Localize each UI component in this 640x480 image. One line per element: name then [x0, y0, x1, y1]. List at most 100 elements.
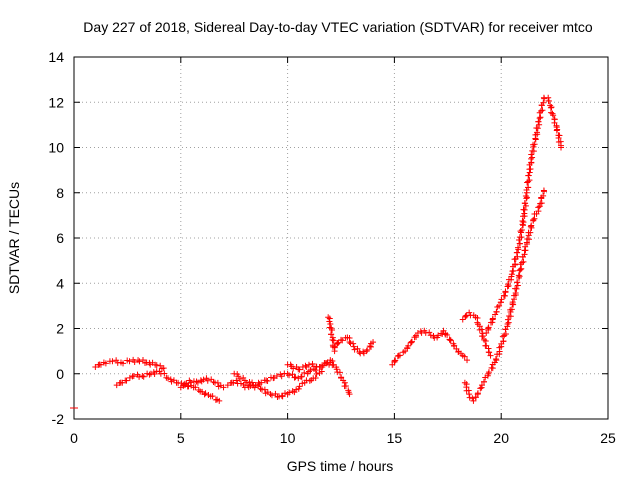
data-point — [540, 187, 547, 194]
data-point — [92, 363, 99, 370]
data-point — [126, 374, 133, 381]
data-point — [519, 217, 526, 224]
data-point — [513, 285, 520, 292]
data-point — [140, 373, 147, 380]
data-point — [301, 369, 308, 376]
data-point — [296, 366, 303, 373]
data-point — [502, 326, 509, 333]
data-point — [330, 337, 337, 344]
data-point — [329, 336, 336, 343]
data-point — [120, 360, 127, 367]
data-point — [512, 261, 519, 268]
data-point — [139, 356, 146, 363]
data-point — [204, 377, 211, 384]
data-point — [498, 296, 505, 303]
data-point — [323, 360, 330, 367]
data-point — [113, 382, 120, 389]
data-point — [516, 240, 523, 247]
data-point — [336, 369, 343, 376]
data-point — [521, 206, 528, 213]
data-point — [504, 316, 511, 323]
data-point — [536, 121, 543, 128]
data-point — [513, 249, 520, 256]
data-point — [472, 394, 479, 401]
data-point — [407, 339, 414, 346]
data-point — [216, 397, 223, 404]
data-point — [302, 362, 309, 369]
data-point — [264, 377, 271, 384]
data-point — [309, 360, 316, 367]
data-point — [338, 336, 344, 343]
data-point — [548, 104, 555, 111]
data-point — [296, 383, 303, 390]
data-point — [272, 390, 279, 397]
data-point — [136, 358, 143, 365]
x-tick-label: 25 — [600, 430, 616, 446]
y-tick-label: 8 — [56, 185, 64, 201]
x-tick-label: 5 — [177, 430, 185, 446]
data-point — [487, 352, 494, 359]
data-point — [293, 386, 300, 393]
data-point — [214, 379, 221, 386]
data-point — [518, 265, 525, 272]
data-point — [139, 373, 146, 380]
data-point — [477, 385, 484, 392]
data-point — [529, 154, 536, 161]
data-point — [512, 290, 519, 297]
data-point — [197, 377, 204, 384]
data-point — [464, 357, 471, 364]
data-point — [514, 244, 521, 251]
data-point — [553, 127, 560, 134]
data-point — [370, 339, 377, 346]
data-point — [312, 374, 319, 381]
data-point — [342, 382, 349, 389]
data-point — [558, 144, 565, 151]
data-point — [518, 227, 525, 234]
data-point — [535, 118, 542, 125]
data-point — [525, 184, 532, 191]
data-point — [539, 107, 546, 114]
data-point — [480, 378, 487, 385]
data-point — [521, 200, 528, 207]
data-point — [290, 365, 297, 372]
data-point — [306, 377, 313, 384]
data-point — [291, 374, 298, 381]
data-point — [530, 216, 537, 223]
data-point — [298, 373, 305, 380]
data-point — [447, 337, 454, 344]
data-point — [496, 302, 503, 309]
data-point — [509, 299, 516, 306]
data-point — [268, 392, 275, 399]
data-point — [258, 379, 265, 386]
data-point — [109, 358, 116, 365]
data-point — [405, 342, 412, 349]
y-tick-label: 0 — [56, 366, 64, 382]
data-point — [126, 358, 133, 365]
data-point — [257, 385, 264, 392]
axis-ticks: 0 5 10 15 20 25 -2 0 2 4 6 8 10 12 14 — [48, 49, 616, 446]
x-tick-label: 15 — [387, 430, 403, 446]
data-point — [350, 343, 357, 350]
data-point — [102, 360, 109, 367]
series-arc-3 — [177, 375, 227, 391]
data-point — [177, 384, 184, 391]
data-point — [485, 369, 492, 376]
data-point — [508, 271, 515, 278]
x-tick-label: 0 — [70, 430, 78, 446]
data-point — [522, 192, 529, 199]
data-point — [339, 337, 346, 344]
data-point — [525, 178, 532, 185]
y-tick-label: 4 — [56, 275, 64, 291]
data-point — [237, 380, 244, 387]
data-point — [505, 319, 512, 326]
series-arc-12 — [483, 94, 565, 337]
data-point — [346, 339, 353, 346]
data-point — [540, 192, 547, 199]
data-point — [392, 357, 399, 364]
series-arc-11 — [461, 187, 548, 404]
data-point — [243, 379, 250, 386]
data-point — [461, 353, 468, 360]
data-point — [246, 378, 253, 385]
series-arc-6 — [284, 357, 353, 398]
